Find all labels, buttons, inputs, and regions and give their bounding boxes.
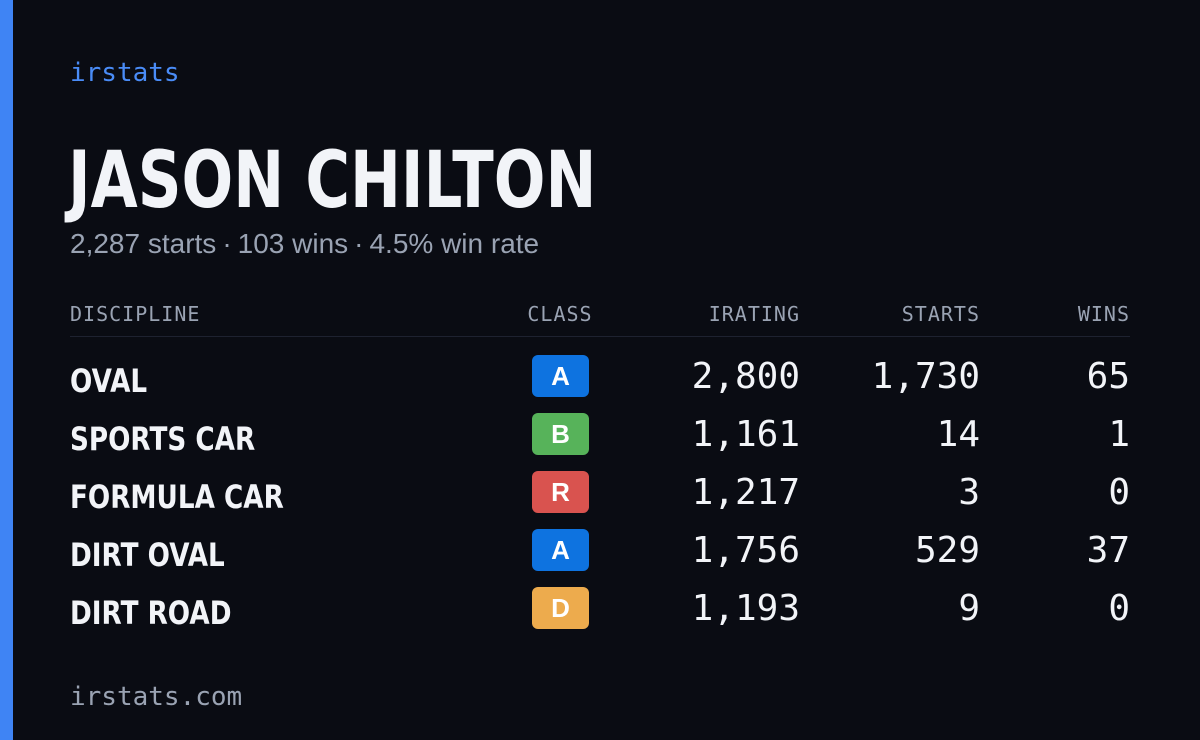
table-row: FORMULA CAR R 1,217 3 0 [70,453,1130,516]
brand-logo-text: irstats [70,58,180,88]
stats-table: DISCIPLINE CLASS IRATING STARTS WINS OVA… [70,298,1130,632]
accent-bar [0,0,13,740]
irating-value: 1,161 [691,414,800,455]
class-badge: A [532,529,589,571]
table-header: DISCIPLINE CLASS IRATING STARTS WINS [70,298,1130,337]
irating-value: 1,193 [691,588,800,629]
summary-starts: 2,287 starts [70,228,217,259]
discipline-name: SPORTS CAR [70,420,256,458]
discipline-name: OVAL [70,362,148,400]
table-row: OVAL A 2,800 1,730 65 [70,337,1130,400]
starts-value: 9 [958,588,980,629]
wins-value: 0 [1108,588,1130,629]
player-name: JASON CHILTON [68,136,597,226]
class-badge: B [532,413,589,455]
wins-value: 1 [1108,414,1130,455]
header-discipline: DISCIPLINE [70,302,201,326]
header-irating: IRATING [708,302,800,326]
header-starts: STARTS [901,302,980,326]
class-badge: D [532,587,589,629]
starts-value: 1,730 [871,356,980,397]
table-row: SPORTS CAR B 1,161 14 1 [70,395,1130,458]
header-wins: WINS [1077,302,1130,326]
irating-value: 2,800 [691,356,800,397]
header-class: CLASS [527,302,593,326]
summary-separator: · [222,228,232,259]
discipline-name: DIRT ROAD [70,594,232,632]
summary-wins: 103 wins [237,228,349,259]
irating-value: 1,217 [691,472,800,513]
player-summary: 2,287 starts · 103 wins · 4.5% win rate [70,226,539,262]
summary-separator: · [354,228,364,259]
starts-value: 529 [914,530,980,571]
discipline-name: FORMULA CAR [70,478,284,516]
wins-value: 65 [1086,356,1130,397]
starts-value: 3 [958,472,980,513]
discipline-name: DIRT OVAL [70,536,225,574]
table-row: DIRT ROAD D 1,193 9 0 [70,569,1130,632]
class-badge: A [532,355,589,397]
class-badge: R [532,471,589,513]
footer-url: irstats.com [70,682,243,712]
table-body: OVAL A 2,800 1,730 65 SPORTS CAR B 1,161… [70,337,1130,632]
wins-value: 0 [1108,472,1130,513]
table-row: DIRT OVAL A 1,756 529 37 [70,511,1130,574]
irating-value: 1,756 [691,530,800,571]
summary-win-rate: 4.5% win rate [369,228,540,259]
wins-value: 37 [1086,530,1130,571]
starts-value: 14 [936,414,980,455]
